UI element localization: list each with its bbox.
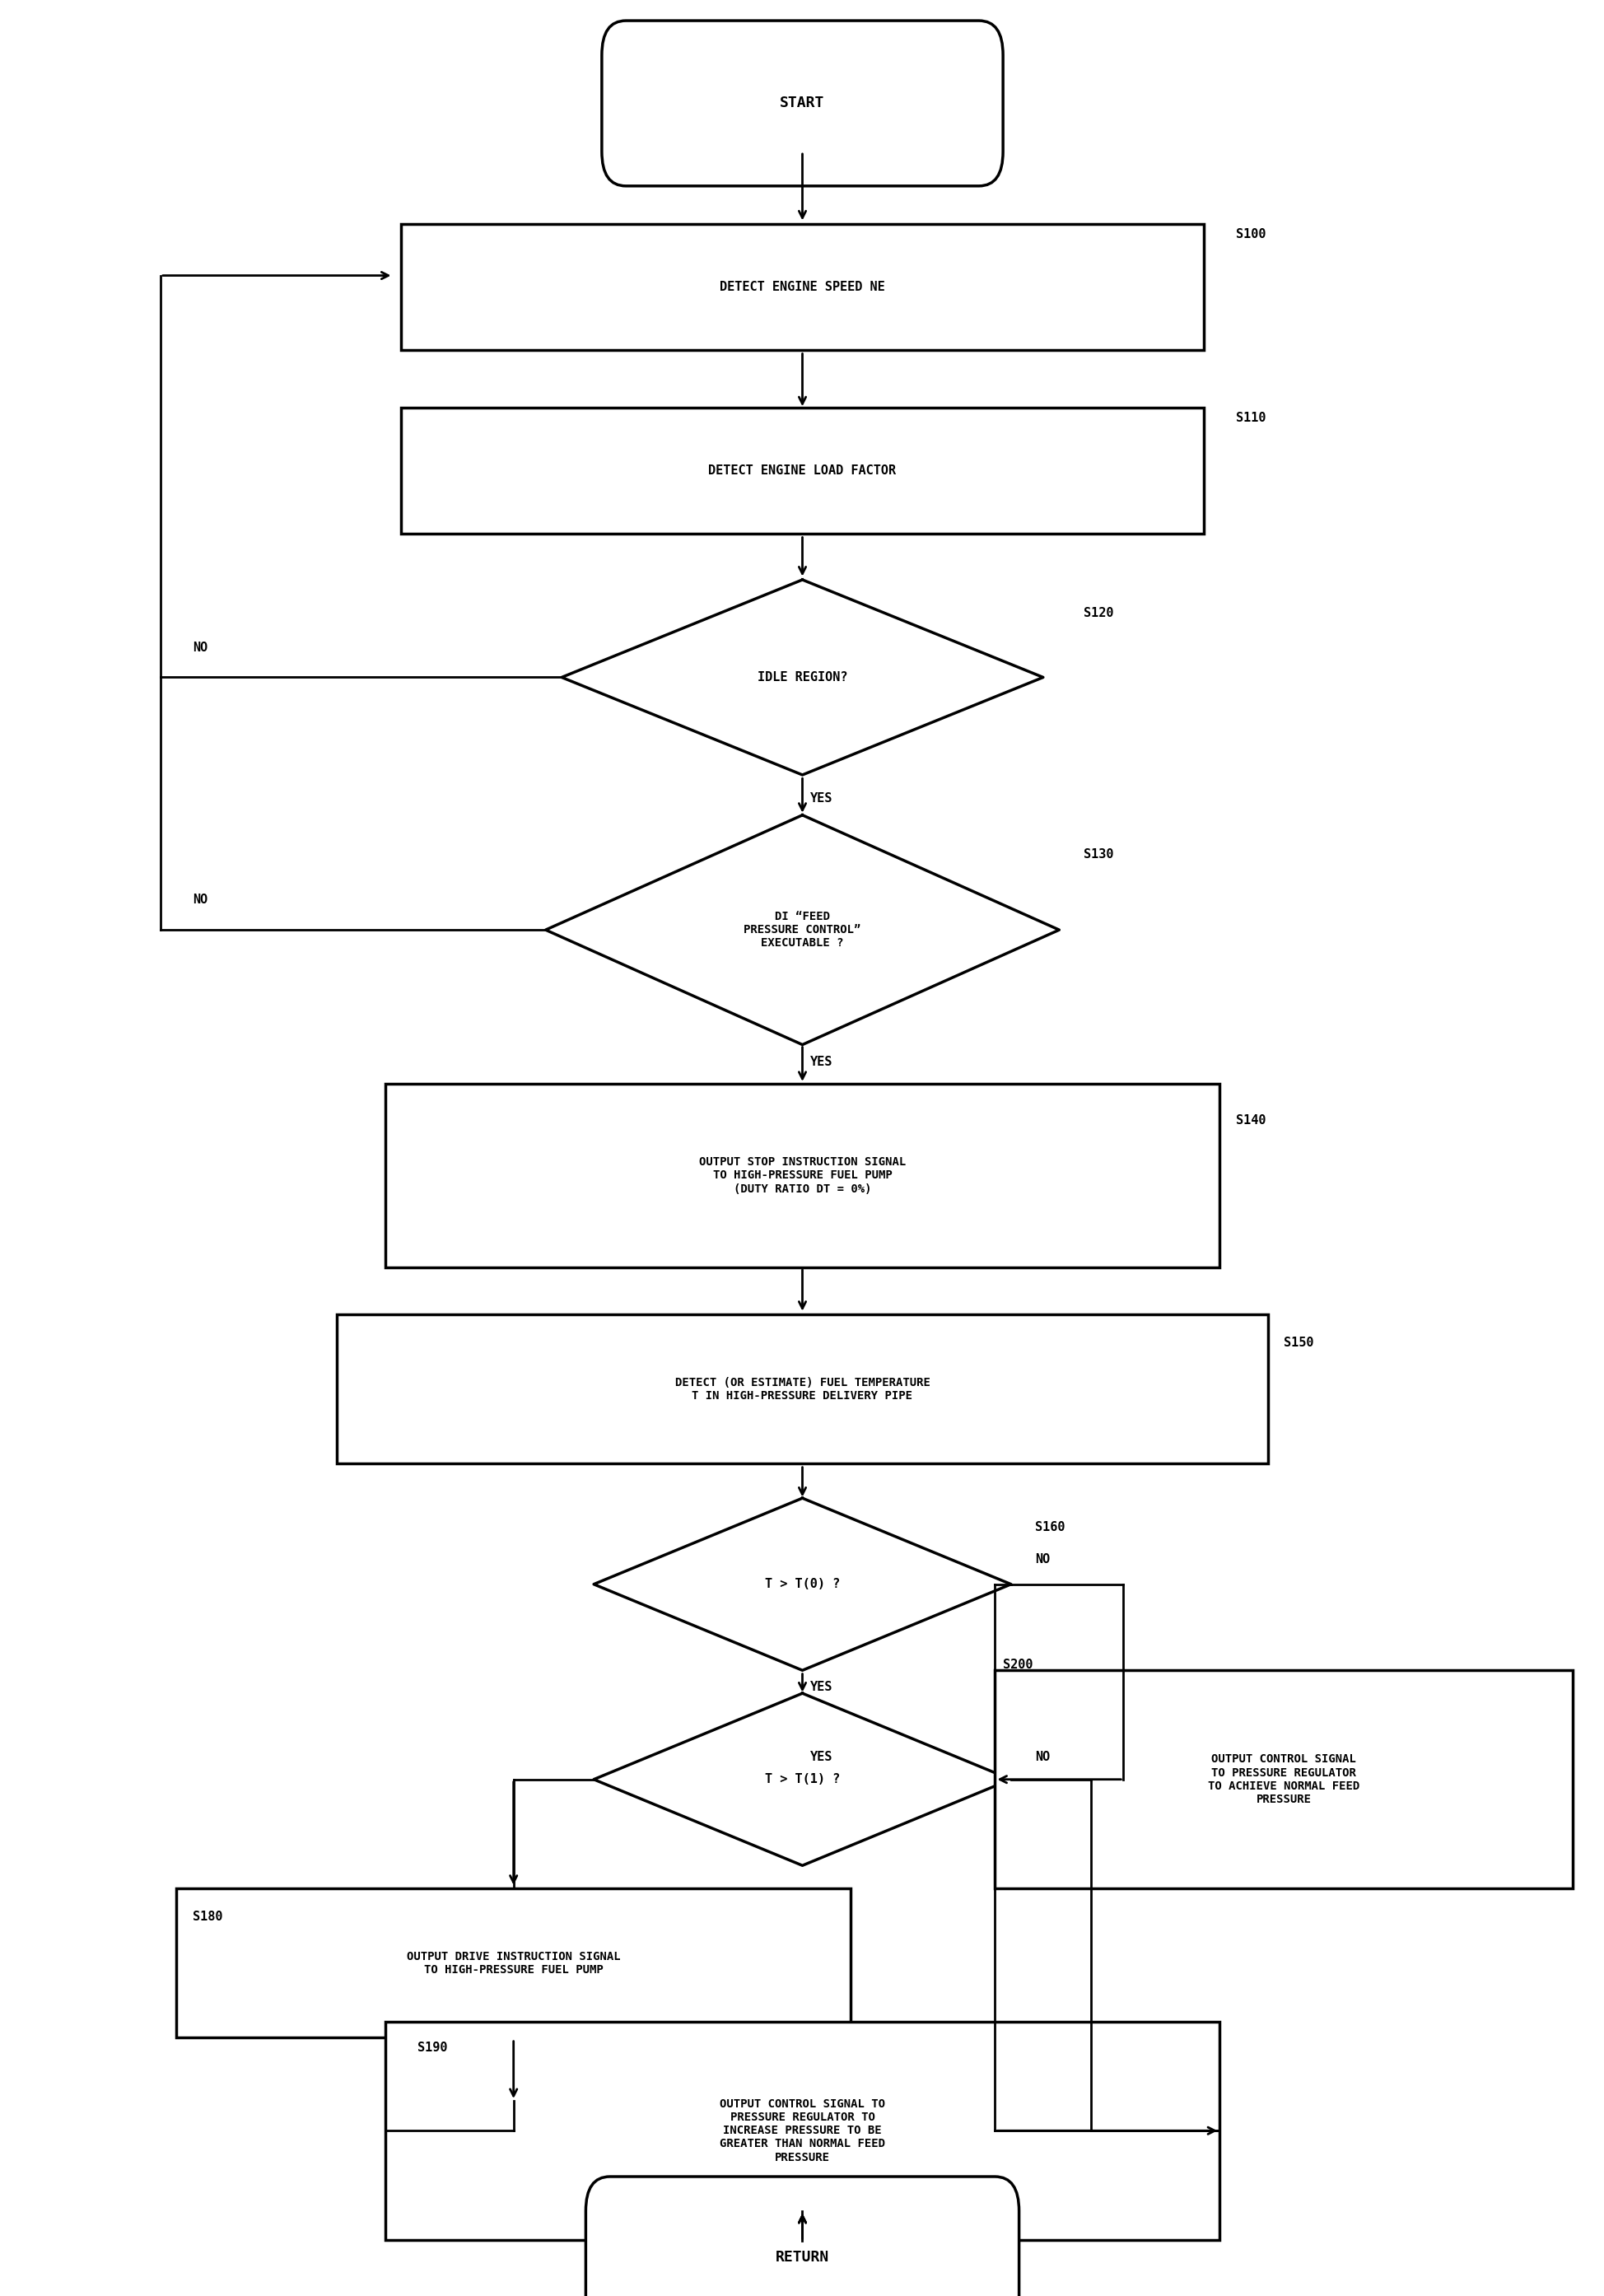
Text: S160: S160 — [1035, 1520, 1065, 1534]
Text: T > T(0) ?: T > T(0) ? — [765, 1577, 839, 1591]
Text: S100: S100 — [1235, 227, 1266, 241]
Text: START: START — [780, 96, 824, 110]
Text: DETECT ENGINE LOAD FACTOR: DETECT ENGINE LOAD FACTOR — [707, 464, 897, 478]
Polygon shape — [561, 581, 1043, 776]
Text: OUTPUT STOP INSTRUCTION SIGNAL
TO HIGH-PRESSURE FUEL PUMP
(DUTY RATIO DT = 0%): OUTPUT STOP INSTRUCTION SIGNAL TO HIGH-P… — [699, 1157, 905, 1194]
Text: S120: S120 — [1083, 606, 1113, 620]
Text: S170: S170 — [1035, 1715, 1065, 1729]
Polygon shape — [545, 815, 1059, 1045]
Polygon shape — [593, 1499, 1011, 1671]
Text: S140: S140 — [1235, 1114, 1266, 1127]
Text: S130: S130 — [1083, 847, 1113, 861]
Text: YES: YES — [810, 792, 832, 804]
Text: OUTPUT CONTROL SIGNAL
TO PRESSURE REGULATOR
TO ACHIEVE NORMAL FEED
PRESSURE: OUTPUT CONTROL SIGNAL TO PRESSURE REGULA… — [1208, 1754, 1359, 1805]
FancyBboxPatch shape — [994, 1671, 1572, 1887]
Text: YES: YES — [810, 1752, 832, 1763]
FancyBboxPatch shape — [602, 21, 1003, 186]
Text: YES: YES — [810, 1681, 832, 1692]
Text: NO: NO — [1035, 1554, 1049, 1566]
Text: NO: NO — [1035, 1752, 1049, 1763]
Text: YES: YES — [810, 1056, 832, 1068]
Text: DI “FEED
PRESSURE CONTROL”
EXECUTABLE ?: DI “FEED PRESSURE CONTROL” EXECUTABLE ? — [743, 912, 861, 948]
Text: S180: S180 — [192, 1910, 223, 1924]
Text: OUTPUT DRIVE INSTRUCTION SIGNAL
TO HIGH-PRESSURE FUEL PUMP: OUTPUT DRIVE INSTRUCTION SIGNAL TO HIGH-… — [406, 1952, 621, 1975]
Polygon shape — [593, 1694, 1011, 1864]
FancyBboxPatch shape — [176, 1887, 850, 2039]
Text: S110: S110 — [1235, 411, 1266, 425]
FancyBboxPatch shape — [585, 2177, 1019, 2296]
Text: S150: S150 — [1283, 1336, 1314, 1350]
Text: DETECT ENGINE SPEED NE: DETECT ENGINE SPEED NE — [719, 280, 885, 294]
Text: NO: NO — [192, 893, 207, 907]
Text: RETURN: RETURN — [775, 2250, 829, 2264]
Text: S190: S190 — [417, 2041, 448, 2055]
FancyBboxPatch shape — [401, 406, 1203, 533]
FancyBboxPatch shape — [337, 1313, 1267, 1465]
Text: S200: S200 — [1003, 1658, 1033, 1671]
Text: OUTPUT CONTROL SIGNAL TO
PRESSURE REGULATOR TO
INCREASE PRESSURE TO BE
GREATER T: OUTPUT CONTROL SIGNAL TO PRESSURE REGULA… — [719, 2099, 885, 2163]
Text: IDLE REGION?: IDLE REGION? — [757, 670, 847, 684]
Text: DETECT (OR ESTIMATE) FUEL TEMPERATURE
T IN HIGH-PRESSURE DELIVERY PIPE: DETECT (OR ESTIMATE) FUEL TEMPERATURE T … — [675, 1378, 929, 1401]
Text: T > T(1) ?: T > T(1) ? — [765, 1773, 839, 1786]
FancyBboxPatch shape — [401, 225, 1203, 349]
Text: NO: NO — [192, 641, 207, 654]
FancyBboxPatch shape — [385, 2023, 1219, 2241]
FancyBboxPatch shape — [385, 1084, 1219, 1267]
